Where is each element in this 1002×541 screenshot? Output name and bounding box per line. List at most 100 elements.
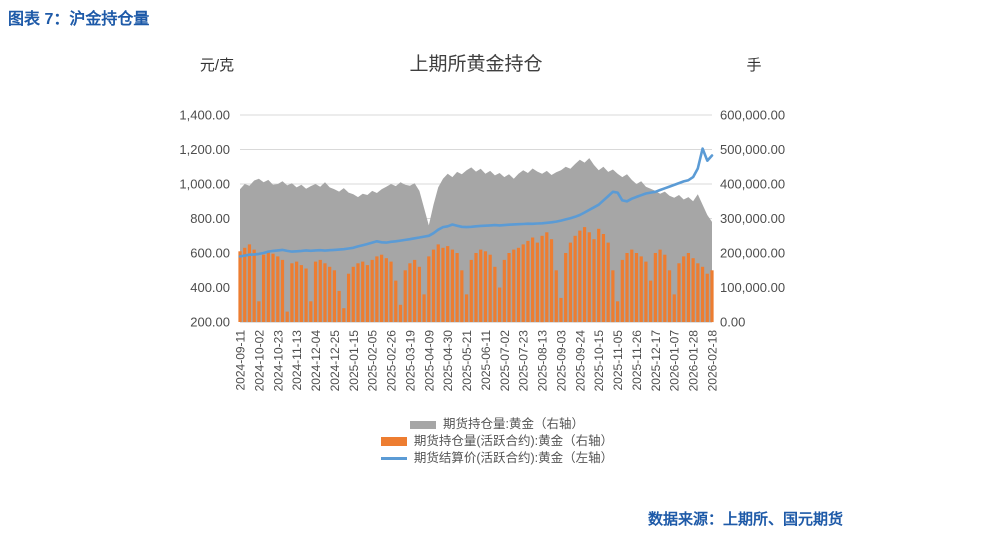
- x-axis-tick: 2025-11-26: [630, 330, 644, 391]
- active-position-bar: [262, 254, 266, 322]
- active-position-bar: [677, 263, 681, 322]
- active-position-bar: [271, 253, 275, 322]
- x-axis-tick: 2024-12-04: [309, 330, 323, 392]
- right-axis-tick: 0.00: [720, 315, 745, 330]
- active-position-bar: [431, 249, 436, 322]
- active-position-bar: [304, 268, 308, 322]
- active-position-bar: [531, 237, 535, 322]
- legend-label: 期货持仓量:黄金（右轴）: [443, 417, 584, 431]
- settlement-price-line: [238, 147, 714, 258]
- active-position-bar: [625, 253, 629, 322]
- x-axis-labels: 2024-09-11 2024-10-02 2024-10-23 2024-11-13…: [234, 330, 720, 392]
- active-position-bar: [545, 232, 549, 322]
- chart-legend: 期货持仓量:黄金（右轴） 期货持仓量(活跃合约):黄金（右轴） 期货结算价(活跃合约…: [152, 417, 842, 466]
- active-position-bar: [639, 256, 643, 322]
- chart-title: 上期所黄金持仓: [409, 53, 542, 75]
- x-axis-tick: 2024-10-23: [271, 330, 285, 392]
- active-position-bar: [351, 266, 355, 322]
- active-position-bar: [375, 256, 379, 322]
- active-position-bar: [464, 294, 469, 322]
- active-position-bar: [559, 297, 563, 322]
- x-axis-tick: 2024-12-25: [328, 330, 342, 392]
- active-position-bar: [521, 244, 525, 322]
- active-position-bar: [516, 247, 521, 322]
- active-position-bar: [535, 242, 539, 322]
- x-axis-tick: 2025-07-02: [498, 330, 512, 392]
- active-position-bar: [686, 253, 691, 322]
- active-position-bar: [700, 266, 705, 322]
- left-axis-tick: 1,400.00: [179, 108, 230, 123]
- data-source: 数据来源：上期所、国元期货: [648, 511, 844, 528]
- active-position-bar: [498, 287, 502, 322]
- active-position-bar: [422, 294, 426, 322]
- active-position-bar: [389, 261, 393, 322]
- active-position-bar: [507, 253, 511, 322]
- legend-label: 期货持仓量(活跃合约):黄金（右轴）: [413, 434, 614, 448]
- x-axis-tick: 2025-10-15: [592, 330, 606, 392]
- right-axis-tick: 300,000.00: [720, 211, 785, 226]
- active-position-bar: [342, 308, 346, 322]
- active-position-bar: [337, 290, 341, 322]
- x-axis-tick: 2025-04-09: [422, 330, 436, 392]
- legend-swatch-area-icon: [410, 420, 436, 429]
- active-position-bar: [290, 263, 294, 322]
- active-position-bar: [460, 270, 464, 323]
- active-position-bar: [403, 270, 407, 323]
- left-axis-title: 元/克: [200, 57, 234, 74]
- active-position-bar: [384, 258, 388, 322]
- legend-swatch-line-icon: [380, 457, 407, 460]
- active-position-bar: [346, 273, 351, 322]
- active-position-bar: [247, 244, 252, 322]
- chart-block: 元/克 上期所黄金持仓 手 1,400.00 600,000.00 1,200.00…: [152, 36, 842, 466]
- x-axis-tick: 2025-03-19: [403, 330, 417, 392]
- active-position-bar: [564, 253, 568, 322]
- active-position-bar: [299, 265, 303, 322]
- right-axis-tick: 100,000.00: [720, 280, 785, 295]
- active-position-bar: [257, 301, 261, 322]
- active-position-bar: [238, 251, 242, 322]
- active-position-bar: [356, 263, 360, 322]
- active-position-bar: [323, 263, 327, 322]
- active-position-bar: [266, 251, 270, 322]
- active-position-bar: [502, 259, 506, 322]
- legend-item: 期货结算价(活跃合约):黄金（左轴）: [380, 451, 613, 466]
- active-position-bar: [394, 280, 398, 322]
- active-position-bar: [592, 239, 596, 322]
- active-position-bar: [649, 280, 653, 322]
- x-axis-tick: 2026-02-18: [706, 330, 720, 392]
- active-position-bar: [332, 270, 337, 323]
- x-axis-tick: 2025-06-11: [479, 330, 493, 391]
- active-position-bar: [413, 259, 417, 322]
- active-position-bar: [644, 261, 648, 322]
- left-axis-tick: 200.00: [190, 315, 230, 330]
- x-axis-tick: 2025-07-23: [517, 330, 531, 392]
- left-axis-tick: 400.00: [190, 280, 230, 295]
- left-axis-tick: 600.00: [190, 246, 230, 261]
- active-position-bars: [238, 227, 714, 323]
- active-position-bar: [601, 234, 606, 322]
- right-axis-tick: 500,000.00: [720, 142, 785, 157]
- active-position-bar: [417, 266, 421, 322]
- active-position-bar: [370, 259, 374, 322]
- x-axis-tick: 2025-12-17: [649, 330, 663, 392]
- active-position-bar: [493, 266, 497, 322]
- active-position-bar: [663, 254, 667, 322]
- active-position-bar: [276, 256, 280, 322]
- active-position-bar: [313, 261, 318, 322]
- left-axis-tick: 1,200.00: [179, 142, 230, 157]
- active-position-bar: [252, 249, 256, 322]
- active-position-bar: [658, 249, 662, 322]
- active-position-bar: [634, 253, 639, 322]
- active-position-bar: [483, 251, 488, 322]
- active-position-bar: [691, 258, 695, 322]
- active-position-bar: [573, 235, 577, 323]
- active-position-bar: [672, 294, 676, 322]
- x-axis-tick: 2024-11-13: [290, 330, 304, 391]
- active-position-bar: [243, 247, 247, 322]
- legend-swatch-bar-icon: [380, 437, 407, 446]
- active-position-bar: [587, 232, 591, 322]
- active-position-bar: [597, 228, 601, 322]
- active-position-bar: [380, 254, 384, 322]
- active-position-bar: [295, 261, 299, 322]
- right-axis-tick: 200,000.00: [720, 246, 785, 261]
